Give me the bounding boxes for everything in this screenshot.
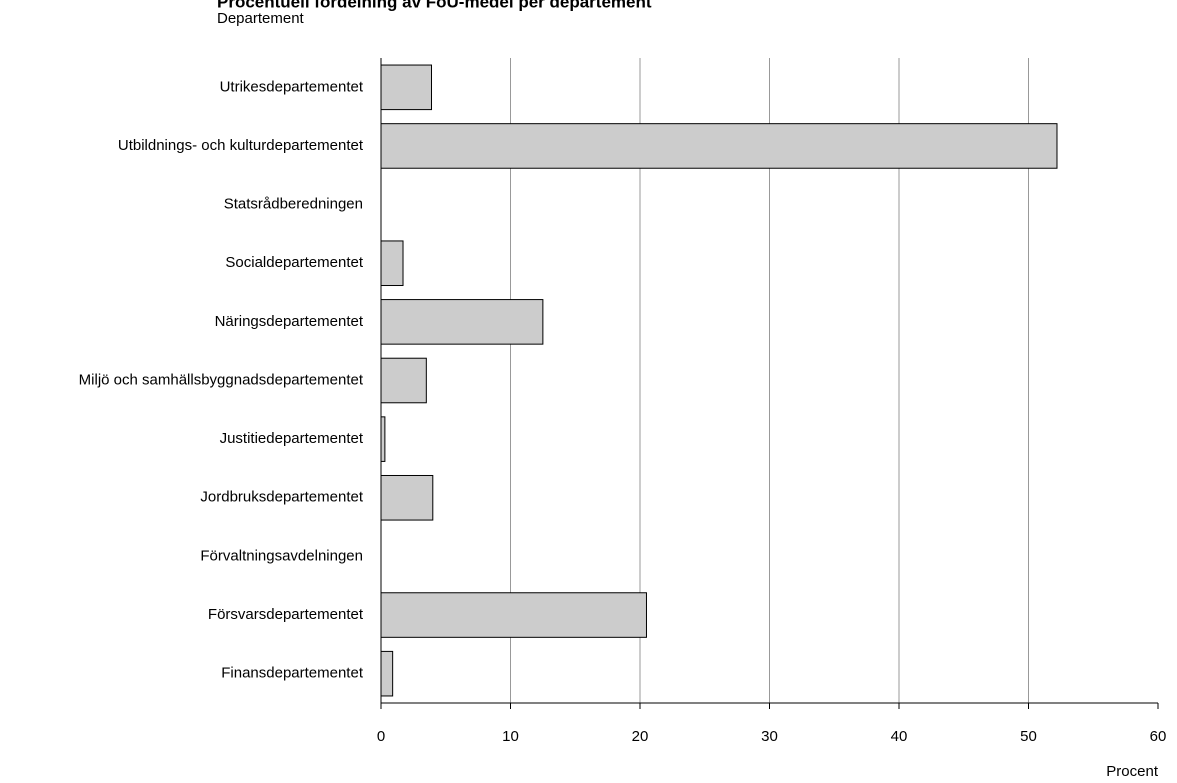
- y-tick-label: Statsrådberedningen: [224, 196, 363, 213]
- x-tick-label: 0: [377, 728, 385, 745]
- y-tick-label: Jordbruksdepartementet: [200, 489, 363, 506]
- bar: [380, 123, 1058, 169]
- y-tick-label: Näringsdepartementet: [215, 313, 364, 330]
- y-tick-label: Försvarsdepartementet: [208, 606, 364, 623]
- bar: [380, 299, 544, 345]
- x-tick-label: 30: [761, 728, 778, 745]
- y-tick-label: Justitiedepartementet: [220, 430, 364, 447]
- x-tick-label: 40: [891, 728, 908, 745]
- y-tick-label: Utrikesdepartementet: [220, 78, 364, 95]
- x-tick-label: 50: [1020, 728, 1037, 745]
- chart-title: Procentuell fördelning av FoU-medel per …: [217, 0, 652, 11]
- x-tick-label: 20: [632, 728, 649, 745]
- y-tick-label: Socialdepartementet: [225, 254, 363, 271]
- y-tick-label: Förvaltningsavdelningen: [200, 547, 363, 564]
- x-tick-label: 10: [502, 728, 519, 745]
- bar: [380, 64, 433, 111]
- x-tick-label: 60: [1150, 728, 1167, 745]
- bar: [380, 357, 427, 404]
- y-tick-label: Utbildnings- och kulturdepartementet: [118, 137, 364, 154]
- bar: [380, 592, 647, 638]
- x-axis-label: Procent: [1106, 763, 1159, 780]
- bar: [380, 474, 434, 521]
- bar: [380, 240, 404, 287]
- y-tick-label: Miljö och samhällsbyggnadsdepartementet: [79, 371, 364, 388]
- y-tick-label: Finansdepartementet: [221, 665, 364, 682]
- bar: [380, 650, 394, 697]
- bar: [380, 416, 386, 462]
- chart-subtitle: Departement: [217, 10, 305, 27]
